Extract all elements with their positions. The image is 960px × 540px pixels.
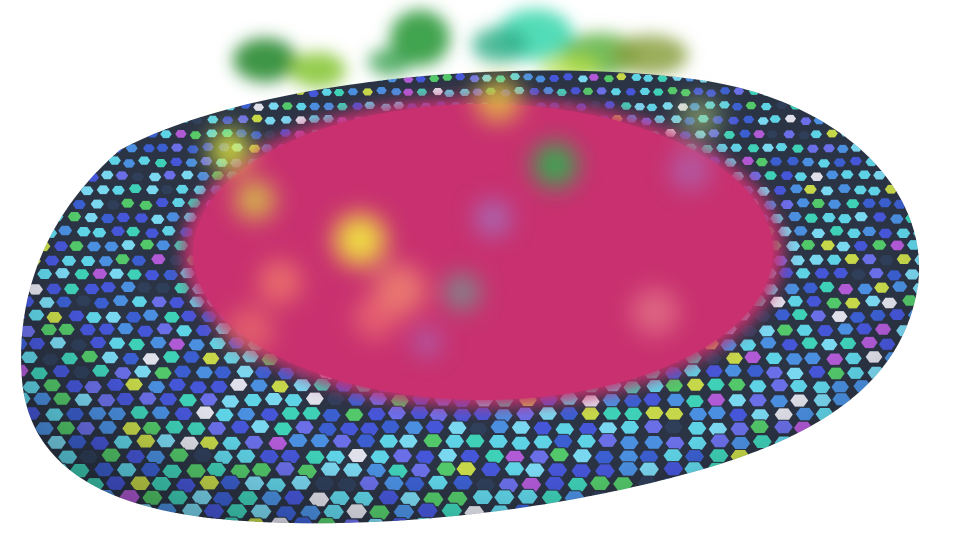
center-patch-core: [193, 104, 773, 400]
glow-spot: [631, 288, 679, 336]
glow-spot: [413, 328, 441, 356]
glow-spot: [476, 78, 520, 122]
blob: [472, 27, 528, 63]
glow-spot: [680, 98, 720, 138]
center-patch: [183, 97, 783, 407]
blob: [233, 38, 297, 82]
glow-spots: [210, 78, 720, 356]
glow-spot: [226, 306, 274, 354]
glow-spot: [475, 200, 511, 236]
blob: [612, 35, 688, 75]
glow-spot: [533, 143, 577, 187]
blob: [290, 52, 346, 88]
glow-spot: [258, 260, 302, 304]
glow-spot: [334, 214, 386, 266]
glow-spot: [670, 150, 710, 190]
glow-spot: [210, 130, 250, 170]
blob: [368, 48, 412, 76]
glow-spot: [444, 274, 480, 310]
glow-spot: [353, 296, 397, 340]
glow-spot: [235, 180, 275, 220]
